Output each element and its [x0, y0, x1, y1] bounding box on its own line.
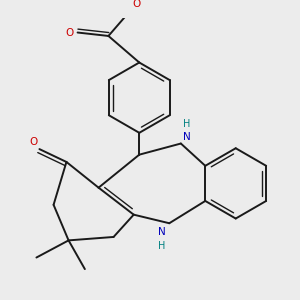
Text: O: O — [29, 137, 37, 147]
Text: O: O — [132, 0, 141, 8]
Text: O: O — [65, 28, 73, 38]
Text: H: H — [158, 241, 166, 251]
Text: H: H — [183, 118, 190, 128]
Text: N: N — [183, 132, 191, 142]
Text: N: N — [158, 227, 166, 237]
